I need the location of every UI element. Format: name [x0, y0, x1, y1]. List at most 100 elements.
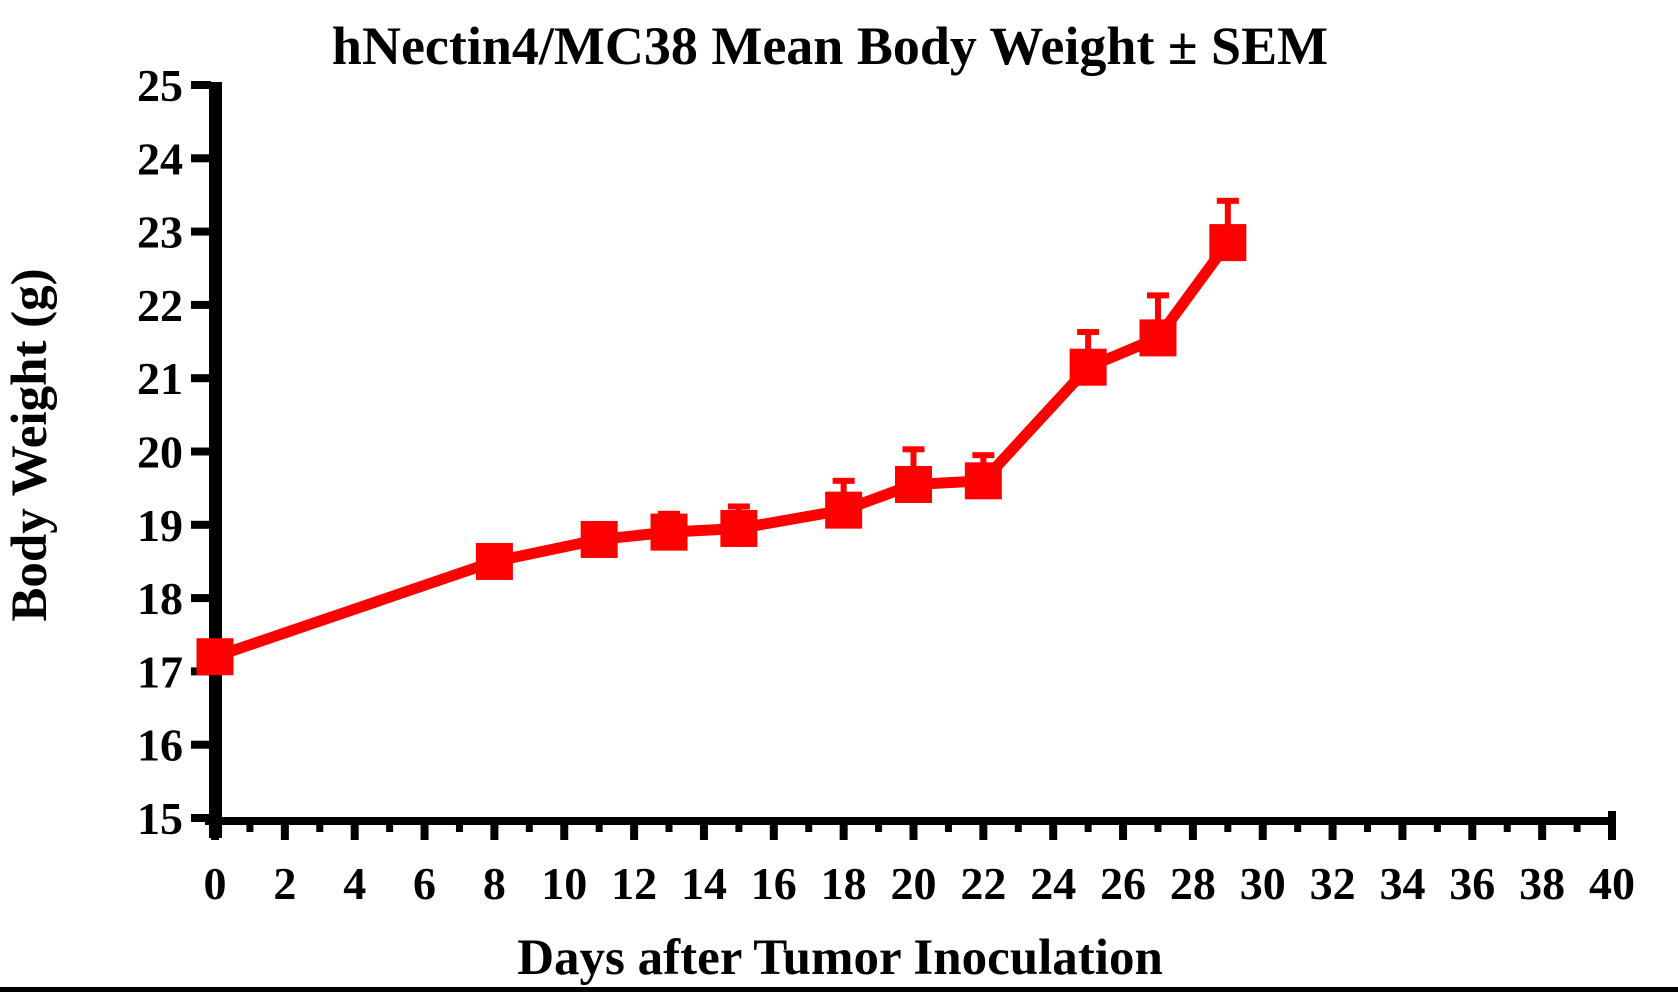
x-axis-tick-label: 22: [960, 858, 1006, 909]
x-axis-tick-minor: [805, 820, 813, 832]
x-axis-tick-minor: [1084, 820, 1092, 832]
x-axis-tick-label: 30: [1240, 858, 1286, 909]
data-point-marker: [720, 509, 758, 547]
x-axis-tick-major: [490, 820, 499, 840]
x-axis-tick-major: [420, 820, 429, 840]
x-axis-tick-major: [211, 820, 219, 840]
x-axis-tick-label: 4: [343, 858, 366, 909]
error-bar-cap: [727, 503, 750, 510]
y-axis-tick-label: 17: [137, 646, 183, 697]
x-axis-tick-label: 38: [1519, 858, 1565, 909]
error-bar-cap: [1146, 292, 1169, 299]
x-axis-tick-label: 12: [611, 858, 657, 909]
data-point-marker: [1069, 348, 1107, 386]
y-axis-tick-label: 16: [137, 720, 183, 771]
y-axis-tick: [191, 154, 211, 163]
error-bar-cap: [902, 446, 925, 453]
x-axis-tick-label: 34: [1379, 858, 1425, 909]
y-axis-title: Body Weight (g): [2, 268, 58, 621]
x-axis-tick-label: 26: [1100, 858, 1146, 909]
error-bar-cap: [1216, 197, 1239, 204]
y-axis-tick: [191, 814, 211, 822]
x-axis-tick-label: 32: [1310, 858, 1356, 909]
y-axis-tick-label: 15: [137, 793, 183, 844]
x-axis-tick-major: [699, 820, 708, 840]
x-axis-tick-minor: [246, 820, 254, 832]
data-point-marker: [895, 465, 932, 503]
x-axis-tick-label: 28: [1170, 858, 1216, 909]
error-bar-cap: [1077, 329, 1100, 336]
x-axis-tick-minor: [875, 820, 883, 832]
y-axis-tick: [191, 447, 211, 456]
x-axis-tick-minor: [1014, 820, 1022, 832]
chart-title: hNectin4/MC38 Mean Body Weight ± SEM: [332, 16, 1328, 76]
x-axis-tick-major: [1398, 820, 1407, 840]
x-axis-tick-minor: [1294, 820, 1302, 832]
x-axis-tick-major: [839, 820, 848, 840]
error-bar-stem: [1224, 200, 1231, 243]
data-point-marker: [196, 638, 234, 676]
x-axis-tick-label: 36: [1449, 858, 1495, 909]
y-axis-tick-label: 19: [137, 500, 183, 551]
x-axis-tick-major: [1119, 820, 1128, 840]
error-bar-cap: [972, 452, 995, 459]
x-axis-tick-minor: [1433, 820, 1441, 832]
x-axis-tick-major: [1258, 820, 1267, 840]
x-axis-tick-minor: [665, 820, 673, 832]
x-axis-tick-major: [1468, 820, 1477, 840]
y-axis-tick-label: 25: [137, 60, 183, 111]
x-axis-tick-minor: [525, 820, 533, 832]
x-axis-tick-major: [1188, 820, 1197, 840]
x-axis-tick-minor: [455, 820, 463, 832]
x-axis-tick-label: 20: [891, 858, 937, 909]
y-axis-tick: [191, 594, 211, 603]
y-axis-tick-label: 18: [137, 573, 183, 624]
data-point-marker: [964, 462, 1002, 500]
x-axis-tick-label: 0: [204, 858, 227, 909]
data-point-marker: [580, 520, 618, 558]
x-axis-tick-major: [1328, 820, 1337, 840]
data-point-marker: [650, 513, 688, 551]
y-axis-tick: [191, 300, 211, 309]
x-axis-tick-major: [909, 820, 918, 840]
x-axis-tick-major: [560, 820, 569, 840]
x-axis-tick-label: 14: [681, 858, 727, 909]
x-axis-tick-major: [630, 820, 639, 840]
x-axis-tick-label: 8: [483, 858, 506, 909]
x-axis-tick-minor: [386, 820, 394, 832]
x-axis-tick-minor: [1224, 820, 1232, 832]
x-axis-tick-label: 24: [1030, 858, 1076, 909]
data-point-marker: [825, 491, 863, 529]
x-axis-tick-minor: [1154, 820, 1162, 832]
data-point-marker: [475, 542, 513, 580]
data-point-marker: [1139, 319, 1177, 357]
x-axis-tick-label: 40: [1589, 858, 1635, 909]
x-axis-title: Days after Tumor Inoculation: [517, 930, 1163, 986]
x-axis-tick-label: 2: [273, 858, 296, 909]
x-axis-tick-label: 18: [821, 858, 867, 909]
x-axis-tick-label: 6: [413, 858, 436, 909]
y-axis-tick-label: 20: [137, 427, 183, 478]
x-axis-tick-minor: [316, 820, 324, 832]
x-axis-tick-major: [979, 820, 988, 840]
x-axis-tick-major: [350, 820, 359, 840]
x-axis-tick-minor: [735, 820, 743, 832]
x-axis-tick-minor: [944, 820, 952, 832]
x-axis-tick-label: 16: [751, 858, 797, 909]
x-axis-tick-minor: [1503, 820, 1511, 832]
y-axis-tick-label: 21: [137, 353, 183, 404]
x-axis-tick-major: [280, 820, 289, 840]
axis-spine-y: [209, 82, 222, 838]
x-axis-tick-label: 10: [541, 858, 587, 909]
y-axis-tick-label: 22: [137, 280, 183, 331]
error-bar-cap: [832, 477, 855, 484]
data-point-marker: [1209, 224, 1247, 262]
y-axis-tick: [191, 374, 211, 383]
series-line: [213, 239, 1233, 662]
y-axis-tick-label: 24: [137, 133, 183, 184]
x-axis-tick-minor: [1364, 820, 1372, 832]
bottom-rule: [0, 987, 1678, 992]
